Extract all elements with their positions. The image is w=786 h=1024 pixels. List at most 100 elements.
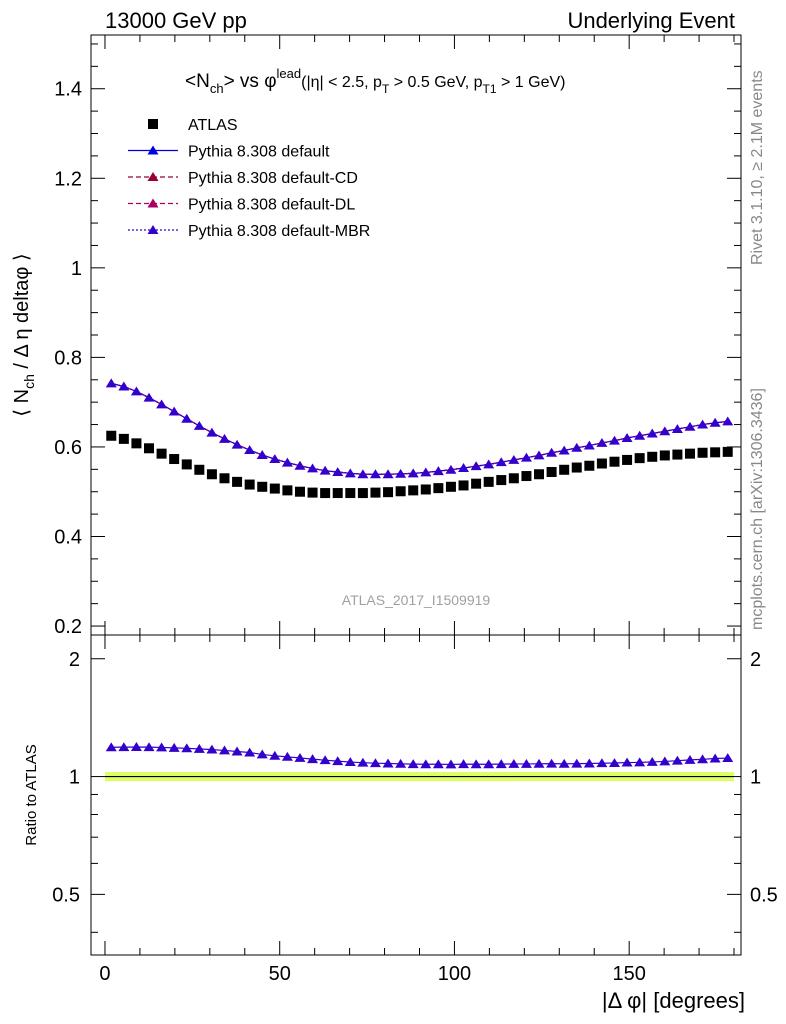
atlas-point [622, 454, 633, 465]
ratio-point [671, 755, 683, 765]
ratio-point [470, 759, 482, 769]
x-tick-label: 150 [612, 963, 645, 985]
mc-point [369, 469, 381, 479]
atlas-point [282, 485, 293, 496]
atlas-point [332, 488, 343, 499]
ratio-plot-frame [90, 634, 742, 956]
atlas-point [697, 447, 708, 458]
mcplots-credit-text: mcplots.cern.ch [arXiv:1306.3436] [749, 388, 766, 630]
atlas-point [483, 476, 494, 487]
mc-point [244, 445, 256, 455]
atlas-point [345, 488, 356, 499]
atlas-point [684, 448, 695, 459]
ratio-point [231, 746, 243, 756]
legend-label: Pythia 8.308 default [188, 144, 330, 161]
ratio-point [294, 752, 306, 762]
ratio-point [206, 744, 218, 754]
atlas-point [433, 483, 444, 494]
ratio-point [508, 759, 520, 768]
ratio-point [621, 757, 633, 767]
ratio-point [332, 756, 344, 766]
legend-marker [147, 172, 159, 181]
chart-title: <Nch> vs φlead(|η| < 2.5, pT > 0.5 GeV, … [185, 66, 565, 96]
ratio-point [646, 756, 658, 766]
ratio-point [596, 758, 608, 768]
ratio-y-tick-label: 0.5 [52, 884, 80, 906]
ratio-point [193, 743, 205, 753]
atlas-point [219, 473, 230, 484]
y-tick-label: 0.2 [54, 616, 82, 638]
ratio-reference-band [104, 772, 735, 782]
atlas-point [169, 454, 180, 465]
mc-point [130, 386, 142, 396]
mc-point [596, 437, 608, 447]
legend: ATLAS Pythia 8.308 default Pythia 8.308 de… [128, 117, 370, 240]
analysis-label: ATLAS_2017_I1509919 [342, 592, 491, 608]
mc-point [608, 435, 620, 445]
mc-point [294, 460, 306, 470]
atlas-point [232, 476, 243, 487]
atlas-point [194, 464, 205, 475]
mc-point [709, 417, 721, 427]
mc-point [382, 469, 394, 479]
x-axis-label: |Δ φ| [degrees] [602, 988, 745, 1013]
header-right: Underlying Event [567, 8, 735, 33]
mc-point [395, 468, 407, 478]
atlas-point [496, 475, 507, 486]
ratio-series-line [111, 746, 728, 766]
ratio-point [420, 759, 432, 769]
mc-point [558, 445, 570, 455]
ratio-point [722, 753, 734, 763]
ratio-point [583, 758, 595, 768]
y-tick-label: 1.2 [54, 168, 82, 190]
mc-point [697, 419, 709, 429]
atlas-point [571, 462, 582, 473]
atlas-point [710, 447, 721, 458]
y-axis-label: ⟨ Nch / Δ η deltaφ ⟩ [11, 253, 37, 416]
atlas-point [144, 443, 155, 454]
axis-ticks: 0 50 100 150 0.2 0.4 0.6 0.8 1 1.2 1.4 0.5 0.5 1 1 2 2 [52, 35, 778, 985]
ratio-point [483, 759, 495, 769]
atlas-point [307, 487, 318, 498]
atlas-point [320, 488, 331, 499]
x-tick-label: 50 [269, 963, 291, 985]
atlas-point [131, 438, 142, 449]
mc-point [470, 461, 482, 471]
atlas-point [181, 459, 192, 470]
mc-point [508, 454, 520, 464]
mc-point [156, 399, 168, 409]
mc-point [420, 467, 432, 477]
atlas-point [609, 456, 620, 467]
mc-point [671, 424, 683, 433]
mc-point [105, 378, 117, 388]
ratio-point [244, 747, 256, 757]
ratio-point [269, 750, 281, 760]
ratio-point [143, 742, 155, 752]
header-left: 13000 GeV pp [105, 8, 247, 33]
atlas-point [722, 446, 733, 457]
mc-point [646, 428, 658, 438]
x-tick-label: 100 [438, 963, 471, 985]
mc-point [432, 466, 444, 476]
mc-point [634, 430, 646, 440]
ratio-y-tick-label-right: 0.5 [750, 884, 778, 906]
ratio-point [218, 745, 230, 755]
mc-point [659, 426, 671, 436]
ratio-point [571, 758, 583, 768]
ratio-point [357, 757, 369, 767]
atlas-point [206, 469, 217, 480]
mc-point [206, 427, 218, 437]
ratio-point [130, 742, 142, 751]
mc-point [722, 416, 734, 426]
x-tick-label: 0 [99, 963, 110, 985]
y-tick-label: 1.4 [54, 79, 82, 101]
mc-point [319, 465, 331, 475]
ratio-point [495, 759, 507, 769]
atlas-point [647, 451, 658, 462]
legend-label: ATLAS [188, 117, 238, 134]
ratio-point [168, 742, 180, 752]
ratio-point [319, 755, 331, 765]
legend-label: Pythia 8.308 default-MBR [188, 223, 370, 240]
ratio-point [709, 753, 721, 763]
legend-marker [147, 198, 159, 208]
